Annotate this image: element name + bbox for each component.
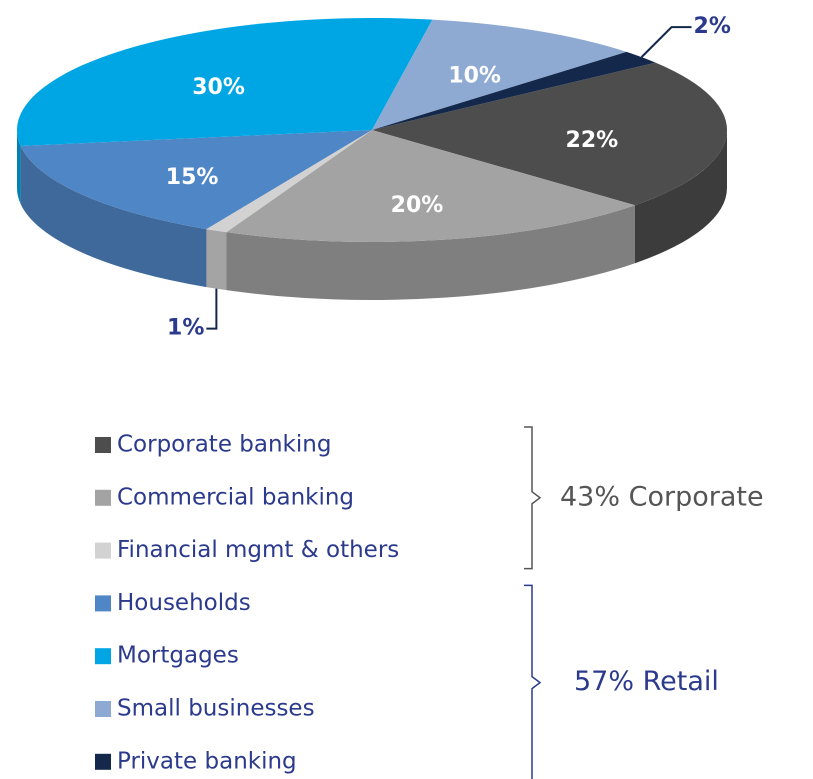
slice-side [20,145,207,288]
group-bracket [524,584,542,779]
slice [16,18,433,146]
slice-side [634,130,727,264]
slice [226,130,635,243]
legend-swatch [95,489,111,506]
legend-swatch [95,648,111,665]
group-label: 43% Corporate [560,481,764,512]
legend-label: Corporate banking [117,432,331,458]
legend-label: Financial mgmt & others [117,537,399,563]
value-label: 10% [448,64,501,89]
legend-swatch [95,542,111,559]
slice [372,19,627,130]
group-label: 57% Retail [574,666,719,697]
slice-side [226,205,635,300]
legend-label: Small businesses [117,696,315,722]
value-label: 20% [391,193,444,218]
legend-swatch [95,753,111,770]
legend-swatch [95,437,111,453]
legend-label: Commercial banking [117,484,354,510]
legend-swatch [95,595,111,612]
legend-label: Households [117,590,251,616]
slice [372,51,656,130]
slice [206,130,372,233]
value-label: 1% [167,316,204,341]
value-label: 15% [166,165,219,190]
leader-line [640,26,692,58]
group-bracket [524,426,542,570]
leader-line [206,288,218,330]
slice [20,130,373,230]
slice-side [206,229,227,291]
value-label: 22% [566,128,619,153]
slice-side [17,130,21,204]
value-label: 30% [192,75,245,100]
value-label: 2% [694,14,731,39]
slice [372,62,728,206]
legend-label: Mortgages [117,643,239,669]
legend-label: Private banking [117,748,297,774]
legend-swatch [95,701,111,717]
